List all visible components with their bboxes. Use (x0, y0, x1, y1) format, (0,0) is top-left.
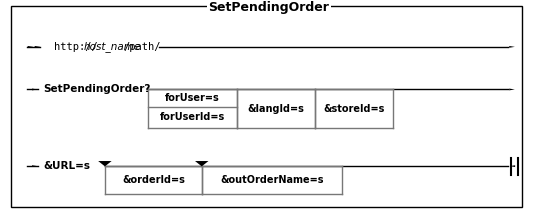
Polygon shape (509, 165, 515, 167)
Polygon shape (35, 46, 40, 48)
Text: &langId=s: &langId=s (247, 104, 304, 114)
Text: forUser=s: forUser=s (165, 93, 220, 103)
Polygon shape (509, 46, 515, 48)
Text: host_name: host_name (83, 41, 140, 52)
Polygon shape (32, 165, 38, 167)
Polygon shape (98, 161, 112, 166)
Text: &URL=s: &URL=s (43, 161, 90, 171)
Text: forUserId=s: forUserId=s (160, 112, 225, 122)
Text: &orderId=s: &orderId=s (122, 175, 185, 185)
Text: SetPendingOrder?: SetPendingOrder? (43, 85, 151, 94)
Polygon shape (27, 46, 33, 48)
Polygon shape (509, 89, 515, 90)
Text: &outOrderName=s: &outOrderName=s (220, 175, 323, 185)
Polygon shape (195, 161, 208, 166)
Text: /path/: /path/ (124, 42, 161, 52)
Text: http://: http:// (54, 42, 97, 52)
Text: &storeId=s: &storeId=s (323, 104, 385, 114)
Text: SetPendingOrder: SetPendingOrder (209, 1, 329, 14)
Polygon shape (32, 89, 38, 90)
